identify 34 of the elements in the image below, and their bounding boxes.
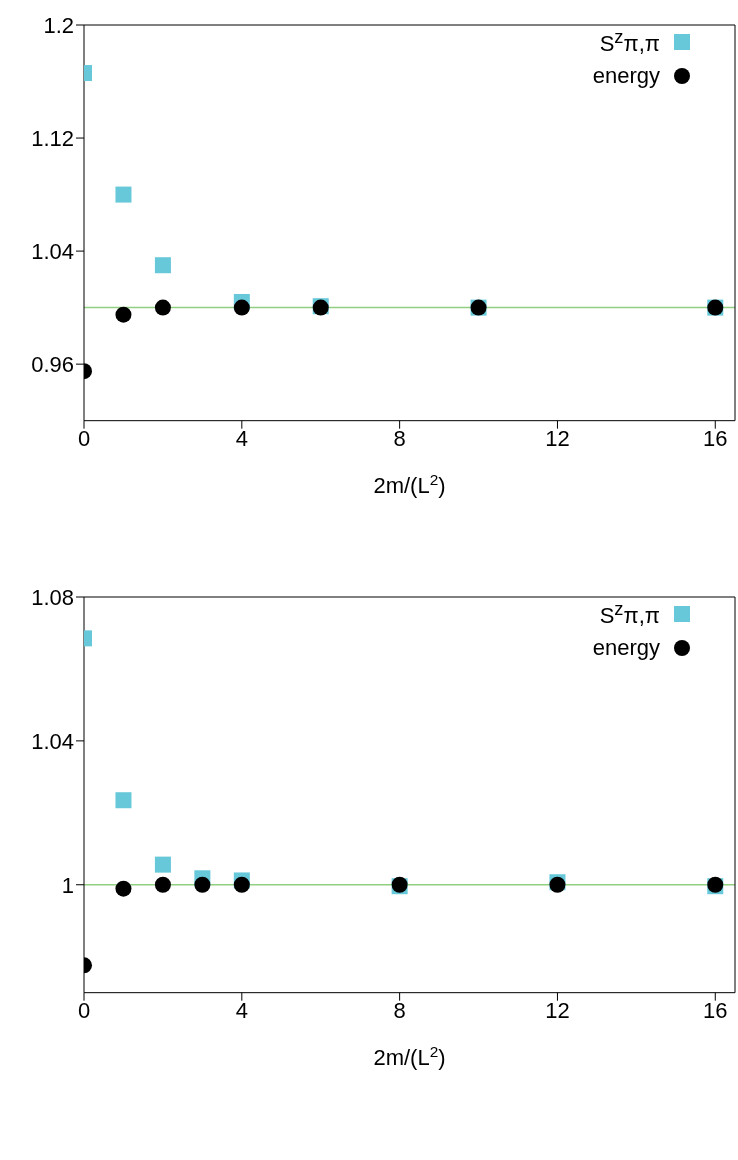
legend-label: energy — [592, 63, 660, 89]
x-axis-title: 2m/(L$^{2}$) — [373, 1042, 446, 1070]
y-tick-label: 1.08 — [31, 584, 74, 610]
x-tick-label: 8 — [393, 426, 406, 452]
point — [115, 792, 132, 809]
legend-label: energy — [592, 635, 660, 661]
y-tick-label: 0.96 — [31, 351, 74, 377]
point — [233, 299, 250, 316]
point — [115, 186, 132, 203]
y-tick-label: 1.2 — [43, 12, 74, 38]
x-tick-label: 16 — [703, 998, 728, 1024]
y-tick-label: 1.04 — [31, 728, 74, 754]
x-tick-label: 16 — [703, 426, 728, 452]
point — [115, 306, 132, 323]
x-tick-label: 12 — [545, 426, 570, 452]
y-tick-label: 1 — [61, 872, 74, 898]
point — [233, 876, 250, 893]
point — [154, 299, 171, 316]
x-tick-label: 4 — [235, 998, 248, 1024]
x-tick-label: 4 — [235, 426, 248, 452]
y-tick-label: 1.12 — [31, 125, 74, 151]
point — [154, 856, 171, 873]
legend-label: S$^{z}$π,π — [599, 598, 660, 629]
x-tick-label: 0 — [77, 998, 91, 1024]
point — [154, 876, 171, 893]
point — [154, 257, 171, 274]
x-tick-label: 0 — [77, 426, 91, 452]
x-axis-title: 2m/(L$^{2}$) — [373, 470, 446, 498]
x-tick-label: 8 — [393, 998, 406, 1024]
y-tick-label: 1.04 — [31, 238, 74, 264]
point — [194, 876, 211, 893]
legend-label: S$^{z}$π,π — [599, 26, 660, 57]
point — [115, 880, 132, 897]
x-tick-label: 12 — [545, 998, 570, 1024]
